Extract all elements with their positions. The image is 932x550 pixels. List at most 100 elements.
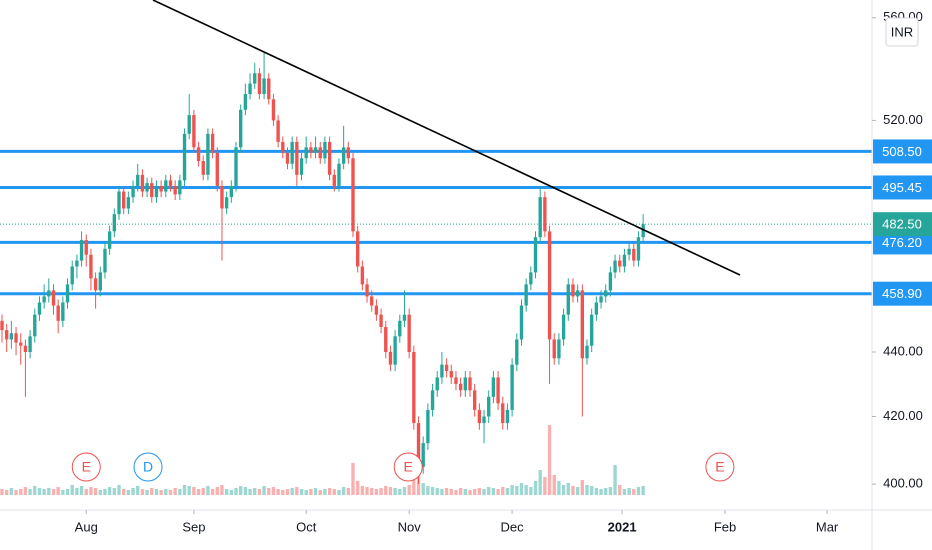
candle-body (243, 94, 248, 110)
candle-body (477, 409, 482, 424)
volume-bar (89, 487, 93, 495)
candle-body (131, 185, 135, 198)
candle-body (421, 443, 425, 467)
candle-body (444, 364, 449, 372)
volume-bar (295, 487, 299, 495)
volume-bar (580, 480, 585, 495)
candle-body (604, 290, 608, 297)
candle-body (70, 266, 74, 285)
candle-body (75, 260, 79, 267)
candle-body (37, 302, 42, 315)
volume-bar (5, 490, 9, 495)
candle-body (510, 364, 514, 410)
candle-body (458, 383, 463, 391)
candle-body (571, 284, 575, 297)
candle-body (196, 147, 201, 162)
candle-body (253, 73, 257, 84)
candle-body (547, 231, 552, 340)
volume-bar (454, 490, 458, 495)
volume-bar (42, 489, 46, 495)
event-marker (705, 452, 735, 482)
volume-bar (421, 483, 425, 495)
candle-body (505, 409, 510, 424)
volume-bar (463, 489, 468, 495)
currency-box[interactable] (885, 17, 919, 47)
volume-bar (327, 488, 332, 495)
volume-bar (126, 490, 131, 495)
candle-body (622, 254, 627, 267)
candle-body (262, 78, 266, 95)
volume-bar (173, 488, 177, 495)
candle-body (56, 305, 60, 321)
y-tick-label: 400.00 (883, 476, 923, 491)
volume-bar (290, 488, 294, 495)
candle-body (613, 260, 617, 273)
volume-bar (192, 487, 196, 495)
candle-body (215, 152, 219, 186)
volume-bar (543, 477, 547, 495)
candle-body (304, 147, 308, 159)
candle-body (168, 180, 173, 186)
volume-bar (201, 488, 205, 495)
candle-body (42, 296, 46, 303)
volume-bar (561, 485, 566, 495)
x-tick-label: 2021 (608, 519, 637, 534)
volume-bar (281, 490, 285, 495)
candle-body (552, 339, 556, 359)
candle-body (379, 314, 383, 328)
candle-body (641, 224, 645, 238)
volume-bar (458, 488, 463, 495)
candle-body (412, 351, 416, 424)
volume-bar (341, 487, 346, 495)
candle-body (295, 141, 299, 175)
candle-body (178, 180, 182, 195)
candle-body (608, 272, 613, 291)
candle-body (374, 305, 379, 315)
candle-body (360, 266, 365, 285)
candle-body (290, 141, 294, 164)
candle-body (589, 314, 594, 346)
x-tick-label: Nov (398, 519, 422, 534)
volume-bar (98, 490, 102, 495)
x-tick-label: Aug (75, 519, 98, 534)
candle-body (440, 364, 444, 378)
candle-body (164, 180, 168, 192)
volume-bar (28, 489, 32, 495)
level-label: 508.50 (882, 144, 922, 159)
volume-bar (220, 485, 224, 495)
volume-bar (393, 488, 397, 495)
volume-bar (248, 489, 252, 495)
candle-body (285, 152, 290, 164)
volume-bar (313, 488, 318, 495)
candle-body (365, 284, 369, 297)
volume-bar (51, 489, 56, 495)
volume-bar (365, 487, 369, 495)
volume-bar (309, 489, 313, 495)
candle-body (566, 284, 570, 315)
volume-bar (23, 487, 28, 495)
volume-bar (84, 489, 88, 495)
volume-bar (444, 488, 449, 495)
candle-body (496, 377, 500, 404)
candle-body (355, 231, 360, 267)
candles-layer (0, 52, 645, 485)
volume-bar (154, 489, 159, 495)
volume-bar (9, 488, 14, 495)
candle-body (182, 133, 187, 181)
volume-bar (168, 490, 173, 495)
volume-bar (388, 487, 393, 495)
volume-bar (14, 490, 18, 495)
volume-bar (487, 487, 491, 495)
volume-bar (285, 489, 290, 495)
volume-bar (496, 489, 500, 495)
candle-body (220, 185, 224, 209)
candle-body (575, 290, 580, 297)
level-label-box (873, 281, 932, 306)
candle-body (309, 147, 313, 153)
candle-body (33, 314, 37, 337)
candle-body (472, 390, 477, 410)
candle-body (9, 333, 14, 340)
candle-body (192, 115, 196, 148)
volume-bar (19, 489, 23, 495)
candle-body (84, 240, 88, 255)
